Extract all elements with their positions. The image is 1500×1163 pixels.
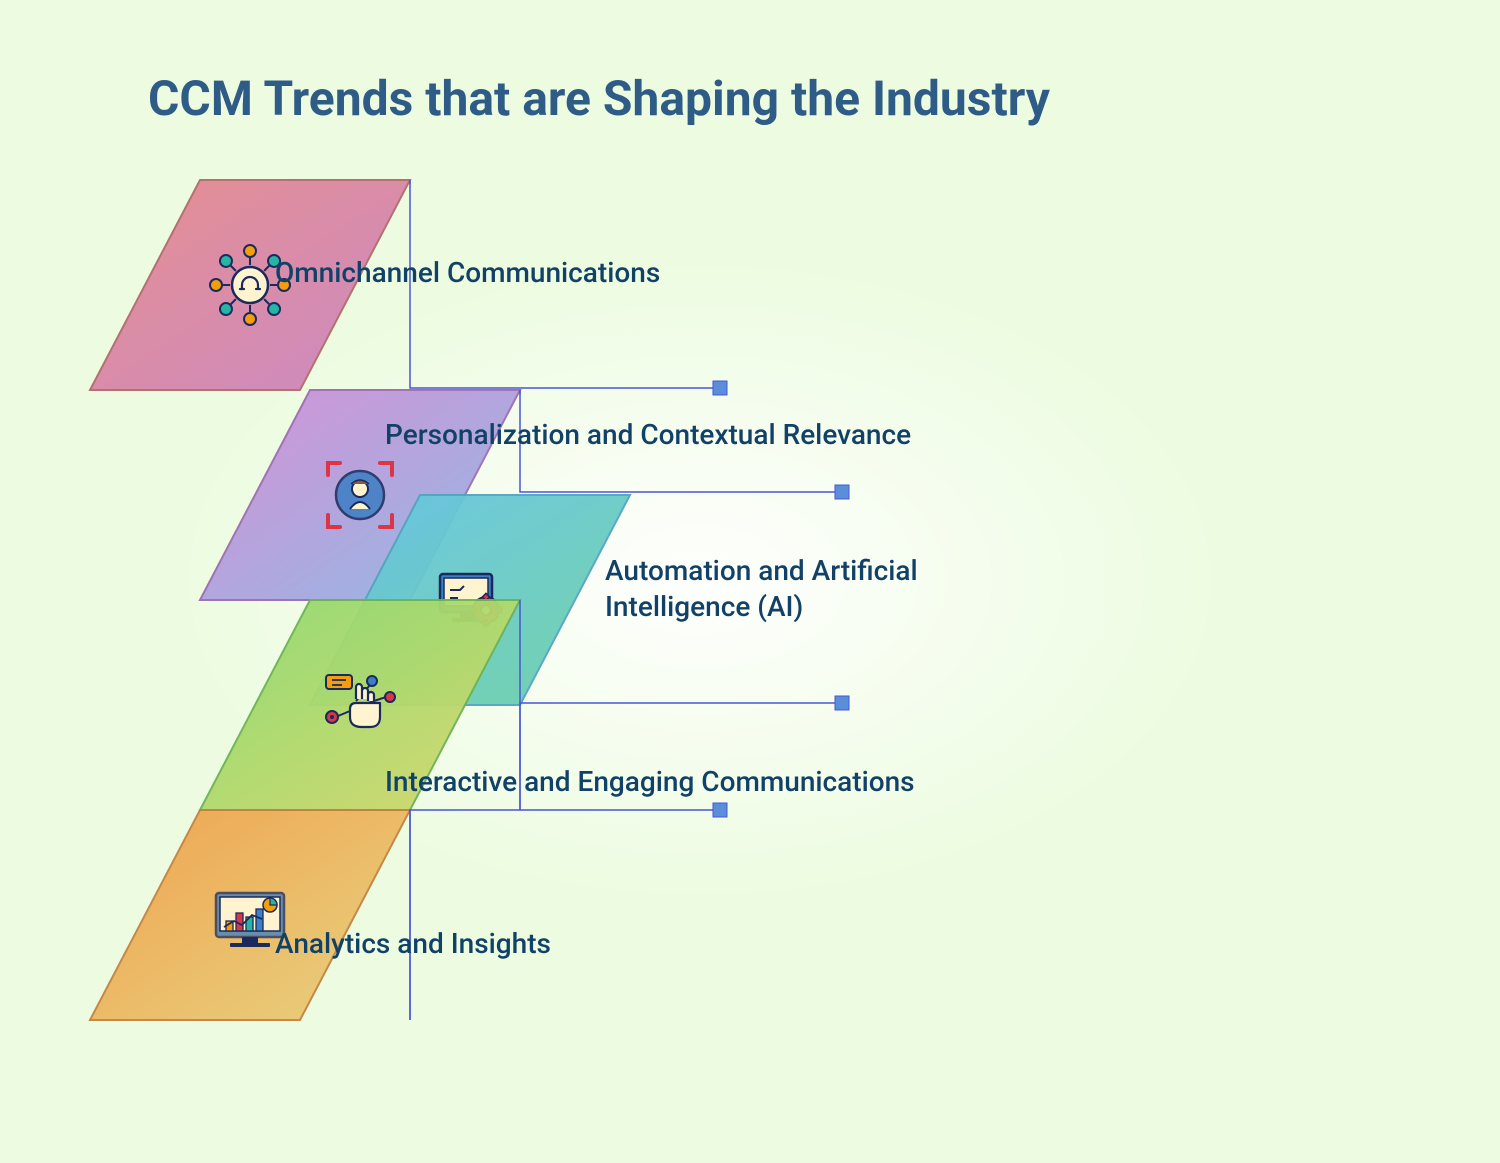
trend-label-0: Omnichannel Communications (275, 256, 660, 289)
trend-label-4: Analytics and Insights (275, 927, 551, 960)
trend-label-2: Automation and Artificial Intelligence (… (605, 553, 1025, 626)
connector-marker-3 (835, 696, 849, 710)
connector-marker-0 (713, 381, 727, 395)
trend-label-1: Personalization and Contextual Relevance (385, 418, 911, 451)
infographic-canvas: CCM Trends that are Shaping the Industry… (0, 0, 1500, 1163)
page-title: CCM Trends that are Shaping the Industry (148, 70, 1050, 127)
connector-marker-4 (713, 803, 727, 817)
trend-label-3: Interactive and Engaging Communications (385, 765, 915, 798)
connector-marker-1 (835, 485, 849, 499)
